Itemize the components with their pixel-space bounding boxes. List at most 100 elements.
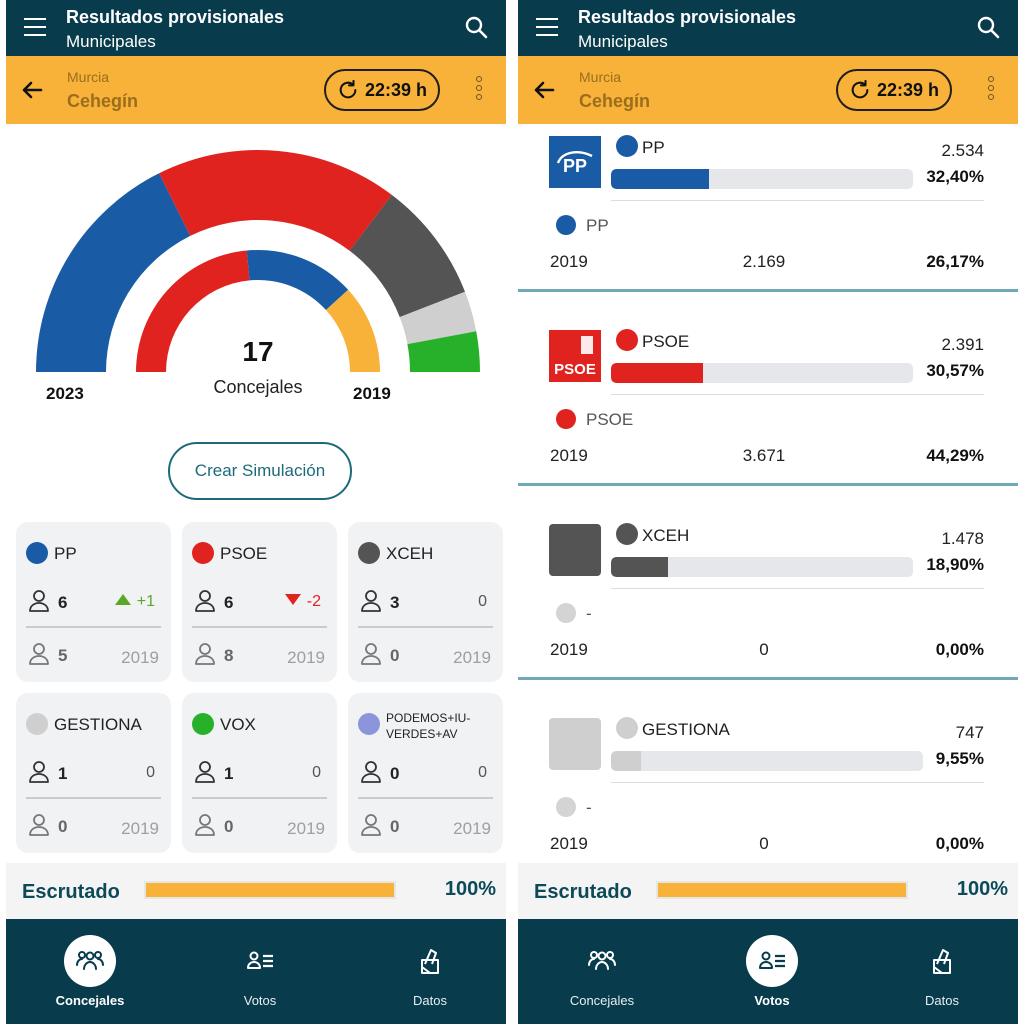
search-icon[interactable]: [976, 15, 1000, 39]
party-card[interactable]: PODEMOS+IU-VERDES+AV 0 0 0 2019: [348, 693, 503, 853]
party-vote-row[interactable]: XCEH 1.478 18,90% - 2019 0 0,00%: [518, 512, 1018, 706]
previous-votes: 0: [759, 640, 769, 659]
previous-party-name: PSOE: [586, 410, 634, 429]
party-color-dot: [26, 713, 48, 735]
card-divider: [192, 797, 327, 799]
back-arrow-icon[interactable]: [532, 78, 556, 102]
app-header: Resultados provisionales Municipales: [518, 0, 1018, 56]
outer-segment-pp: [36, 173, 191, 372]
nav-datos[interactable]: Datos: [882, 919, 1002, 1024]
update-time: 22:39 h: [876, 79, 940, 100]
party-color-dot: [192, 542, 214, 564]
vote-share-fill: [611, 751, 641, 771]
search-icon[interactable]: [464, 15, 488, 39]
party-card[interactable]: GESTIONA 1 0 0 2019: [16, 693, 171, 853]
inner-segment-pp: [246, 249, 349, 311]
party-name: PODEMOS+IU-VERDES+AV: [386, 711, 471, 741]
nav-icon-background: [746, 935, 798, 987]
header-title: Resultados provisionales: [578, 7, 797, 27]
party-color-dot: [192, 713, 214, 735]
party-color-dot: [616, 717, 638, 739]
party-logo-placeholder: [549, 718, 601, 770]
create-simulation-button[interactable]: Crear Simulación: [168, 442, 352, 500]
current-seats: 1: [58, 764, 68, 783]
previous-year: 2019: [287, 819, 325, 838]
current-seats: 0: [390, 764, 400, 783]
nav-datos[interactable]: Datos: [370, 919, 490, 1024]
person-icon: [194, 642, 216, 666]
nav-label: Concejales: [569, 993, 635, 1008]
outer-segment-psoe: [159, 149, 392, 251]
party-vote-row[interactable]: PP PP 2.534 32,40% PP 2019 2.169 26,17%: [518, 124, 1018, 318]
more-options-icon[interactable]: [988, 76, 996, 104]
previous-percent: 44,29%: [926, 446, 984, 465]
bottom-navigation: Concejales Votos Datos: [6, 919, 506, 1024]
party-card[interactable]: XCEH 3 0 0 2019: [348, 522, 503, 682]
nav-label: Datos: [413, 993, 447, 1008]
party-name: GESTIONA: [54, 715, 142, 734]
scrutiny-percent: 100%: [444, 878, 496, 900]
location-bar: Murcia Cehegín 22:39 h: [518, 56, 1018, 124]
inner-year-label: 2019: [353, 384, 391, 403]
pp-logo-text: PP: [563, 156, 587, 176]
person-icon: [360, 760, 382, 784]
person-icon: [194, 589, 216, 613]
town-label: Cehegín: [579, 91, 651, 111]
vote-share-track: [611, 169, 913, 189]
region-label: Murcia: [579, 69, 622, 85]
menu-icon[interactable]: [24, 18, 46, 36]
party-name: PP: [642, 138, 665, 157]
psoe-logo-text: PSOE: [554, 361, 596, 378]
party-percent: 32,40%: [926, 167, 984, 186]
previous-party-dot: [556, 797, 576, 817]
previous-votes: 2.169: [742, 252, 786, 271]
party-color-dot: [358, 713, 380, 735]
previous-seats: 5: [58, 646, 68, 665]
party-vote-row[interactable]: PSOE PSOE 2.391 30,57% PSOE 2019 3.671 4…: [518, 318, 1018, 512]
back-arrow-icon[interactable]: [20, 78, 44, 102]
vote-share-track: [611, 557, 913, 577]
inner-segment-psoe: [136, 250, 250, 372]
party-card[interactable]: PP 6 +1 5 2019: [16, 522, 171, 682]
menu-icon[interactable]: [536, 18, 558, 36]
party-votes: 1.478: [941, 529, 984, 548]
previous-year: 2019: [453, 648, 491, 667]
person-icon: [360, 813, 382, 837]
previous-year: 2019: [550, 640, 588, 659]
nav-concejales[interactable]: Concejales: [542, 919, 662, 1024]
refresh-button[interactable]: 22:39 h: [836, 69, 952, 111]
nav-votos[interactable]: Votos: [200, 919, 320, 1024]
scrutiny-progress: [144, 881, 396, 899]
previous-party-dot: [556, 603, 576, 623]
party-color-dot: [616, 329, 638, 351]
app-header: Resultados provisionales Municipales: [6, 0, 506, 56]
refresh-button[interactable]: 22:39 h: [324, 69, 440, 111]
party-card[interactable]: PSOE 6 -2 8 2019: [182, 522, 337, 682]
header-subtitle: Municipales: [578, 32, 668, 51]
party-vote-row[interactable]: GESTIONA 747 9,55% - 2019 0 0,00%: [518, 706, 1018, 900]
vote-share-fill: [611, 557, 669, 577]
seat-change-value: -2: [306, 593, 321, 610]
seat-change: 0: [478, 764, 487, 782]
more-options-icon[interactable]: [476, 76, 484, 104]
party-name: PSOE: [642, 332, 690, 351]
vote-share-fill: [611, 363, 704, 383]
nav-votos[interactable]: Votos: [712, 919, 832, 1024]
seat-change-value: +1: [136, 593, 155, 610]
party-card[interactable]: VOX 1 0 0 2019: [182, 693, 337, 853]
previous-percent: 26,17%: [926, 252, 984, 271]
party-votes: 747: [955, 723, 984, 742]
party-name: VOX: [220, 715, 256, 734]
vote-share-fill: [611, 169, 709, 189]
card-divider: [358, 626, 493, 628]
outer-segment-gestiona: [399, 291, 477, 345]
outer-segment-xceh: [349, 194, 466, 318]
refresh-icon: [339, 79, 357, 99]
previous-seats: 0: [390, 817, 400, 836]
party-votes: 2.534: [941, 141, 984, 160]
town-label: Cehegín: [67, 91, 139, 111]
current-seats: 3: [390, 593, 400, 612]
vote-share-track: [611, 363, 913, 383]
nav-concejales[interactable]: Concejales: [30, 919, 150, 1024]
seat-change-value: 0: [478, 593, 487, 610]
